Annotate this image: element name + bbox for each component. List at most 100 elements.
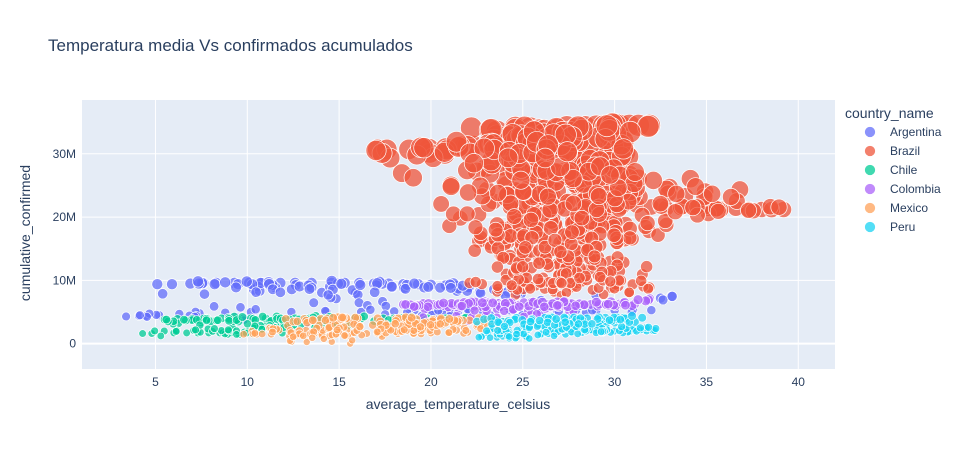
data-point-colombia[interactable] [477,297,488,308]
data-point-brazil[interactable] [522,211,540,229]
data-point-mexico[interactable] [416,322,425,332]
legend-item-chile[interactable]: Chile [864,163,918,177]
data-point-chile[interactable] [201,315,212,325]
data-point-brazil[interactable] [594,270,607,284]
data-point-argentina[interactable] [151,278,164,291]
data-point-brazil[interactable] [622,230,638,246]
legend[interactable]: Argentina Brazil Chile Colombia Mexico Peru [864,125,942,234]
data-point-peru[interactable] [587,319,597,329]
data-point-brazil[interactable] [467,243,482,258]
data-point-brazil[interactable] [531,272,545,286]
data-point-mexico[interactable] [348,336,357,345]
data-point-colombia[interactable] [603,298,614,310]
data-point-brazil[interactable] [563,169,583,189]
data-point-peru[interactable] [604,315,615,325]
data-point-brazil[interactable] [587,249,602,264]
data-point-brazil[interactable] [432,195,450,213]
legend-item-argentina[interactable]: Argentina [864,125,942,139]
data-point-chile[interactable] [171,327,181,336]
data-point-mexico[interactable] [302,338,311,346]
data-point-brazil[interactable] [640,260,654,274]
data-point-argentina[interactable] [369,286,381,298]
data-point-brazil[interactable] [553,244,568,259]
data-point-brazil[interactable] [770,198,788,216]
data-point-peru[interactable] [573,329,582,339]
data-point-brazil[interactable] [666,203,684,221]
data-point-mexico[interactable] [372,327,382,337]
data-point-mexico[interactable] [328,313,338,323]
data-point-brazil[interactable] [487,221,504,238]
data-point-peru[interactable] [525,334,534,343]
data-point-brazil[interactable] [505,279,518,292]
data-point-colombia[interactable] [579,299,590,310]
data-point-argentina[interactable] [385,280,398,293]
data-point-brazil[interactable] [524,282,536,295]
data-point-mexico[interactable] [435,319,445,329]
data-point-peru[interactable] [573,319,584,329]
data-point-brazil[interactable] [612,138,634,160]
data-point-brazil[interactable] [604,275,617,288]
data-point-argentina[interactable] [198,288,211,300]
data-point-brazil[interactable] [365,139,387,161]
data-point-brazil[interactable] [573,271,586,285]
data-point-argentina[interactable] [250,304,261,315]
data-point-peru[interactable] [533,330,542,340]
data-point-chile[interactable] [138,329,147,338]
data-point-brazil[interactable] [595,114,619,138]
data-point-mexico[interactable] [299,331,308,340]
data-point-brazil[interactable] [606,227,622,243]
data-point-brazil[interactable] [556,141,578,163]
data-point-brazil[interactable] [463,153,484,174]
data-point-argentina[interactable] [434,281,446,294]
data-point-peru[interactable] [636,323,645,333]
data-point-peru[interactable] [474,333,483,342]
data-point-brazil[interactable] [667,184,686,203]
data-point-mexico[interactable] [308,333,317,342]
data-point-chile[interactable] [161,314,172,325]
data-point-chile[interactable] [232,330,241,339]
data-point-mexico[interactable] [368,320,378,330]
data-point-argentina[interactable] [399,283,412,295]
legend-item-colombia[interactable]: Colombia [864,182,942,196]
data-point-brazil[interactable] [722,188,740,206]
data-point-argentina[interactable] [365,304,376,315]
data-point-brazil[interactable] [555,277,568,290]
data-point-peru[interactable] [596,327,606,336]
data-point-peru[interactable] [560,317,570,327]
data-point-argentina[interactable] [646,305,657,316]
data-point-mexico[interactable] [257,329,267,339]
data-point-chile[interactable] [182,328,191,338]
data-point-colombia[interactable] [400,299,411,310]
data-point-brazil[interactable] [403,168,423,188]
data-point-argentina[interactable] [274,286,286,298]
data-point-argentina[interactable] [250,286,262,298]
data-point-brazil[interactable] [686,177,705,196]
data-point-mexico[interactable] [337,312,347,323]
data-point-peru[interactable] [541,328,551,337]
data-point-colombia[interactable] [620,300,631,311]
data-point-brazil[interactable] [639,215,656,232]
data-point-brazil[interactable] [623,286,635,298]
data-point-chile[interactable] [150,326,159,336]
data-point-brazil[interactable] [502,228,519,244]
data-point-brazil[interactable] [589,187,608,206]
data-point-brazil[interactable] [413,137,435,159]
data-point-brazil[interactable] [651,195,670,213]
data-point-mexico[interactable] [250,329,260,338]
data-point-colombia[interactable] [438,297,449,309]
data-point-brazil[interactable] [538,187,557,206]
data-point-mexico[interactable] [355,322,365,332]
data-point-mexico[interactable] [340,331,349,340]
data-point-brazil[interactable] [469,276,482,288]
data-point-argentina[interactable] [208,278,221,291]
data-point-mexico[interactable] [406,312,417,323]
data-point-mexico[interactable] [426,320,436,330]
data-point-colombia[interactable] [591,296,602,308]
data-point-colombia[interactable] [456,300,468,312]
data-point-mexico[interactable] [461,326,471,335]
data-point-peru[interactable] [493,326,502,335]
data-point-brazil[interactable] [547,232,563,248]
data-point-peru[interactable] [525,317,536,327]
data-point-brazil[interactable] [534,147,556,169]
data-point-argentina[interactable] [445,282,457,294]
